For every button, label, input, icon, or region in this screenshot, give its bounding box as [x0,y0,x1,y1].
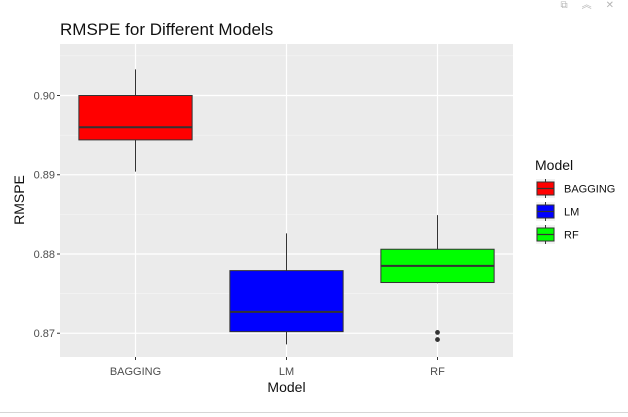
boxes [78,69,495,345]
legend: Model BAGGING LM RF [535,157,615,244]
x-axis: BAGGING LM RF [110,357,445,378]
x-tick-label: LM [279,366,294,378]
y-axis-title: RMSPE [11,175,27,225]
bagging-box [78,95,193,141]
rf-outlier-point [435,337,440,342]
chart-title: RMSPE for Different Models [60,20,273,39]
legend-label-lm: LM [564,207,579,219]
divider [0,412,628,413]
x-tick-label: RF [430,366,445,378]
collapse-icon[interactable]: ︽ [581,0,592,11]
y-tick-label: 0.90 [34,91,55,103]
window-controls: ⧉ ︽ ✕ [560,0,614,12]
lm-box [229,270,344,333]
legend-label-bagging: BAGGING [564,184,615,196]
y-tick-label: 0.87 [34,328,55,340]
x-tick-label: BAGGING [110,366,161,378]
y-tick-label: 0.89 [34,170,55,182]
x-axis-title: Model [267,379,305,395]
y-tick-label: 0.88 [34,249,55,261]
y-axis: 0.87 0.88 0.89 0.90 [34,91,60,340]
close-icon[interactable]: ✕ [605,0,614,11]
legend-title: Model [535,157,573,173]
rf-outlier-point [435,330,440,335]
legend-label-rf: RF [564,230,579,242]
copy-icon[interactable]: ⧉ [560,0,568,11]
